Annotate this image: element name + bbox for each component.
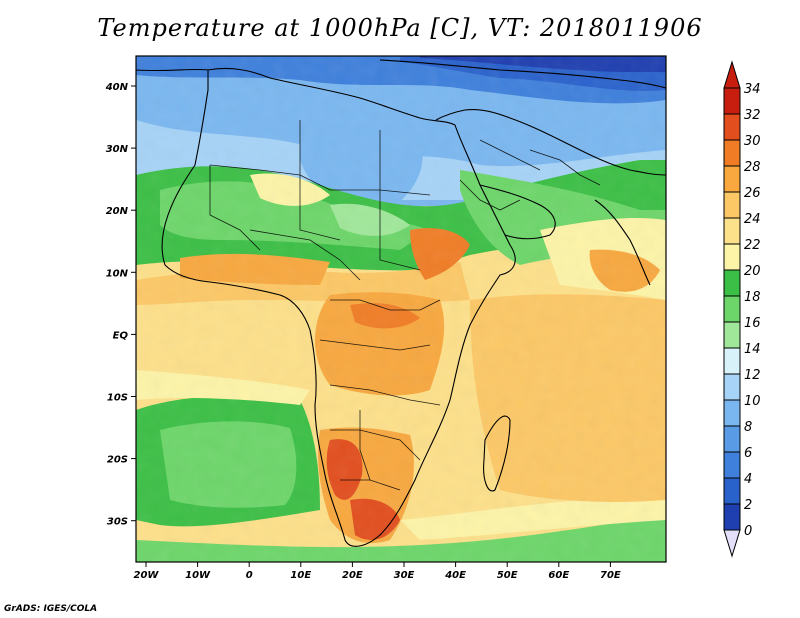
colorbar-swatch (723, 399, 741, 427)
colorbar-swatch (723, 269, 741, 297)
colorbar-under-triangle (723, 529, 741, 558)
colorbar-swatch (723, 321, 741, 349)
colorbar-label: 0 (744, 524, 752, 539)
colorbar-label: 6 (744, 446, 752, 461)
colorbar-label: 32 (744, 108, 761, 123)
colorbar-label: 30 (744, 134, 761, 149)
colorbar-swatch (723, 295, 741, 323)
country-borders (209, 120, 601, 491)
coastlines (136, 59, 666, 547)
colorbar-swatch (723, 503, 741, 531)
colorbar-swatch (723, 87, 741, 115)
x-tick-label: 0 (246, 570, 253, 581)
colorbar-label: 24 (744, 212, 761, 227)
colorbar-swatch (723, 113, 741, 141)
x-axis: 20W 10W 0 10E 20E 30E 40E 50E 60E 70E (134, 562, 621, 581)
y-tick-label: 30S (107, 517, 128, 528)
colorbar-label: 14 (744, 342, 761, 357)
y-tick-label: EQ (113, 330, 129, 341)
colorbar-swatch (723, 477, 741, 505)
plot-frame (135, 55, 667, 563)
colorbar-label: 16 (744, 316, 761, 331)
grads-credit: GrADS: IGES/COLA (4, 604, 98, 614)
x-tick-label: 10E (290, 570, 311, 581)
x-tick-label: 40E (444, 570, 466, 581)
y-tick-label: 40N (105, 82, 129, 93)
colorbar-swatch (723, 165, 741, 193)
x-tick-label: 30E (394, 570, 415, 581)
temperature-field (136, 56, 666, 562)
colorbar-label: 10 (744, 394, 761, 409)
y-tick-label: 30N (106, 144, 129, 155)
x-tick-label: 20E (342, 570, 363, 581)
x-tick-label: 50E (497, 570, 518, 581)
colorbar-label: 4 (744, 472, 752, 487)
colorbar-label: 18 (744, 290, 761, 305)
colorbar-label: 12 (744, 368, 761, 383)
y-tick-label: 20N (106, 206, 129, 217)
colorbar-label: 28 (744, 160, 761, 175)
colorbar-swatch (723, 139, 741, 167)
x-tick-label: 60E (548, 570, 569, 581)
x-tick-label: 20W (134, 570, 160, 581)
colorbar-swatch (723, 217, 741, 245)
x-tick-label: 70E (600, 570, 621, 581)
colorbar-swatch (723, 373, 741, 401)
colorbar-label: 20 (744, 264, 761, 279)
colorbar-swatch (723, 347, 741, 375)
map-title: Temperature at 1000hPa [C], VT: 20180119… (97, 14, 703, 42)
colorbar-label: 22 (744, 238, 761, 253)
y-axis: 40N 30N 20N 10N EQ 10S 20S 30S (105, 82, 136, 528)
y-tick-label: 10N (106, 268, 129, 279)
colorbar-swatch (723, 425, 741, 453)
colorbar-label: 8 (744, 420, 752, 435)
colorbar-swatch (723, 451, 741, 479)
x-tick-label: 10W (185, 570, 211, 581)
colorbar-label: 34 (744, 82, 761, 97)
y-tick-label: 20S (107, 455, 128, 466)
colorbar-swatch (723, 191, 741, 219)
colorbar-label: 26 (744, 186, 761, 201)
colorbar-swatch (723, 243, 741, 271)
colorbar-label: 2 (744, 498, 752, 513)
colorbar-over-triangle (723, 60, 741, 89)
y-tick-label: 10S (107, 393, 128, 404)
